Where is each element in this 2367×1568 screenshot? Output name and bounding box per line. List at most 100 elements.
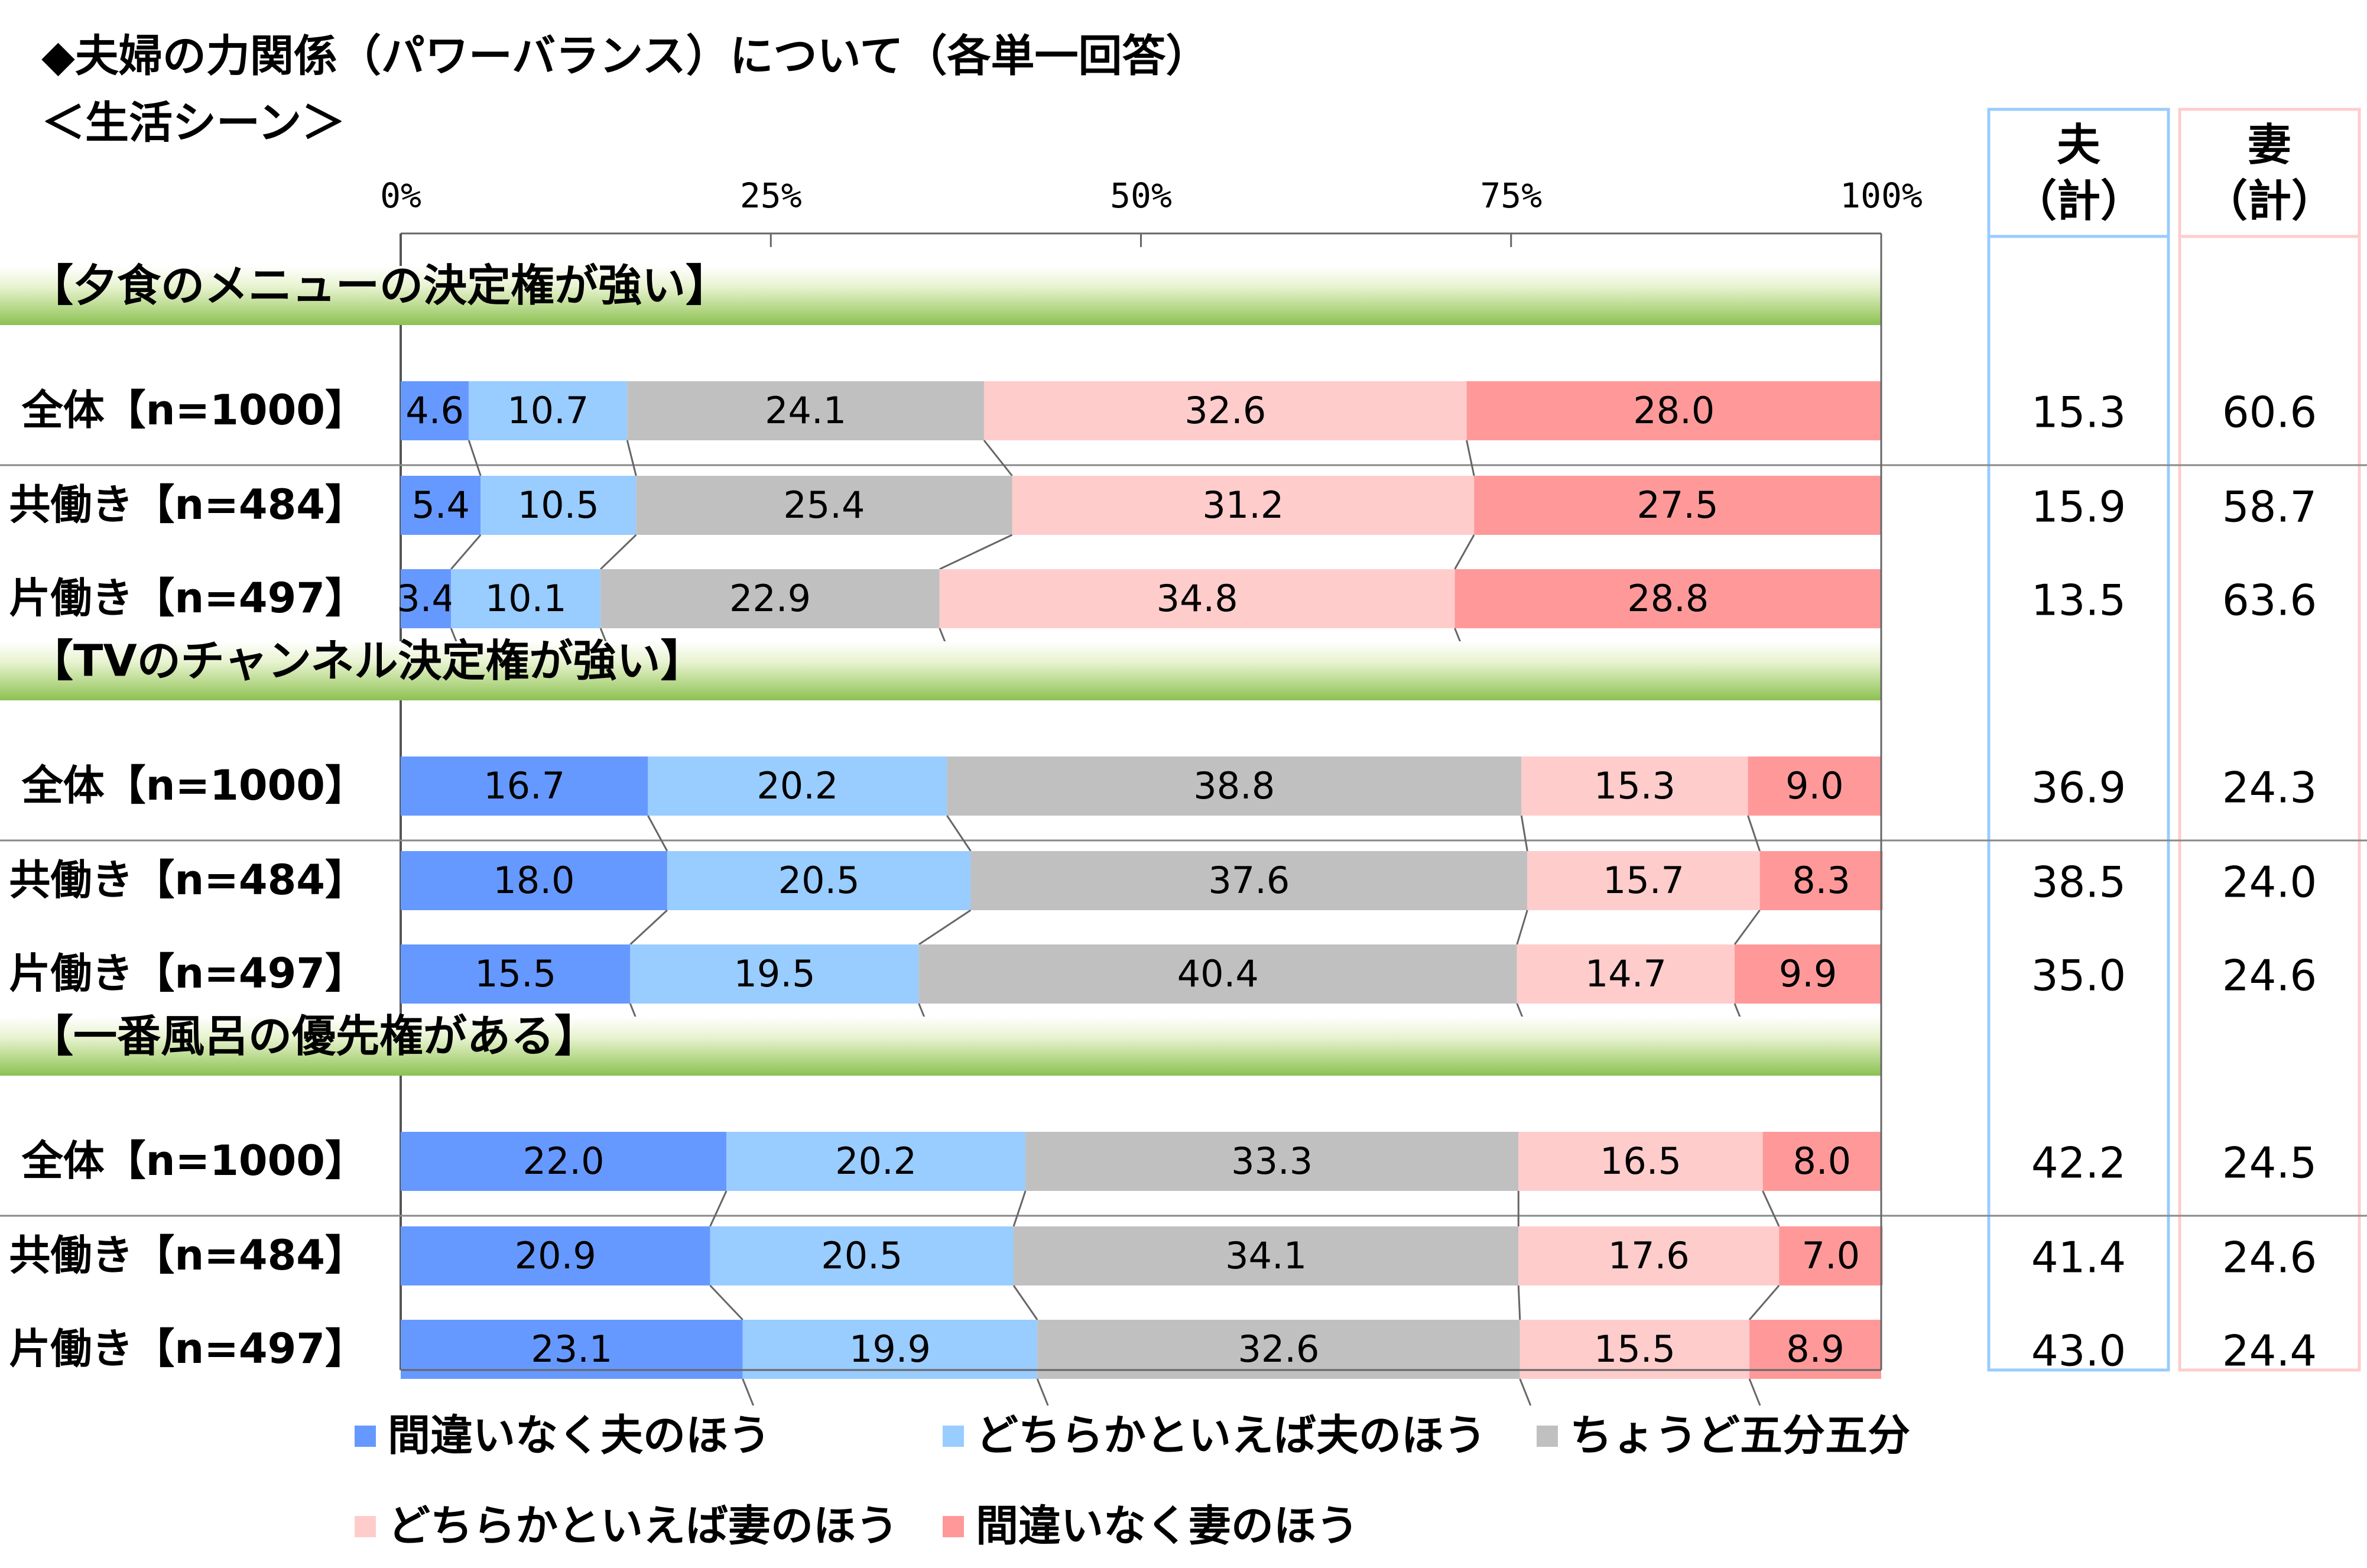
connector-line: [647, 815, 668, 852]
bar-segment: [710, 1226, 1014, 1285]
connector-line: [1012, 1190, 1027, 1227]
bar-segment: [1518, 1132, 1763, 1191]
data-label: 19.9: [849, 1327, 931, 1371]
legend-swatch: [355, 1426, 376, 1447]
data-label: 7.0: [1802, 1234, 1861, 1277]
data-label: 38.8: [1193, 764, 1275, 807]
husband-total-subheader: （計）: [2013, 176, 2144, 227]
bar-segment: [939, 569, 1455, 628]
wife-total-value: 24.0: [2222, 858, 2317, 907]
connector-line: [946, 815, 972, 852]
husband-total-header: 夫: [2057, 120, 2101, 171]
bar-segment: [947, 757, 1522, 816]
connector-line: [467, 440, 482, 476]
legend-swatch: [943, 1426, 964, 1447]
husband-total-value: 43.0: [2031, 1326, 2126, 1376]
data-label: 15.7: [1603, 859, 1684, 902]
bar-segment: [401, 757, 648, 816]
bar-segment: [401, 1226, 710, 1285]
connector-line: [742, 1378, 755, 1406]
wife-total-value: 63.6: [2222, 576, 2317, 625]
wife-total-value: 24.3: [2222, 763, 2317, 813]
connector-line: [939, 534, 1013, 570]
data-label: 9.0: [1785, 764, 1844, 807]
bar-segment: [1762, 1132, 1881, 1191]
husband-total-value: 38.5: [2031, 858, 2126, 907]
husband-total-value: 13.5: [2031, 576, 2126, 625]
bar-segment: [401, 851, 667, 910]
row-label: 片働き【n=497】: [9, 1324, 366, 1373]
bar-segment: [983, 381, 1467, 440]
data-label: 32.6: [1184, 389, 1266, 432]
data-label: 16.7: [483, 764, 565, 807]
husband-total-value: 42.2: [2031, 1138, 2126, 1188]
data-label: 15.3: [1594, 764, 1676, 807]
data-label: 14.7: [1585, 952, 1667, 995]
data-label: 15.5: [475, 952, 556, 995]
connector-line: [450, 534, 482, 570]
legend-label: どちらかといえば妻のほう: [388, 1501, 898, 1551]
bar-segment: [1759, 851, 1883, 910]
data-label: 10.1: [485, 577, 567, 620]
data-label: 16.5: [1600, 1140, 1681, 1183]
connector-line: [629, 909, 668, 946]
bar-segment: [630, 944, 919, 1004]
group-band: [0, 266, 1881, 325]
bar-segment: [469, 381, 628, 440]
wife-total-value: 24.6: [2222, 951, 2317, 1001]
data-label: 20.9: [515, 1234, 596, 1277]
data-label: 34.8: [1157, 577, 1238, 620]
row-label: 共働き【n=484】: [9, 1231, 366, 1280]
data-label: 10.7: [507, 389, 589, 432]
data-label: 28.0: [1633, 389, 1715, 432]
data-label: 31.2: [1202, 483, 1284, 527]
bar-segment: [648, 757, 947, 816]
bar-segment: [1735, 944, 1881, 1004]
husband-total-value: 41.4: [2031, 1233, 2126, 1283]
data-label: 20.2: [756, 764, 838, 807]
data-label: 3.4: [397, 577, 455, 620]
bar-segment: [667, 851, 971, 910]
connector-line: [709, 1190, 728, 1227]
legend-swatch: [1537, 1426, 1558, 1447]
group-title: 【夕食のメニューの決定権が強い】: [30, 261, 729, 311]
row-label: 片働き【n=497】: [9, 949, 366, 998]
wife-total-header-box: [2178, 108, 2361, 238]
bar-segment: [1519, 1320, 1750, 1379]
bar-segment: [401, 1132, 727, 1191]
bar-segment: [1779, 1226, 1883, 1285]
connector-line: [1517, 1285, 1521, 1320]
wife-total-value: 24.5: [2222, 1138, 2317, 1188]
bar-segment: [1474, 476, 1881, 535]
connector-line: [1748, 1378, 1761, 1406]
data-label: 8.9: [1786, 1327, 1845, 1371]
connector-line: [1520, 815, 1528, 852]
row-label: 全体【n=1000】: [21, 761, 366, 810]
husband-total-value: 15.3: [2031, 388, 2126, 437]
row-label: 全体【n=1000】: [21, 386, 366, 434]
connector-line: [983, 440, 1013, 476]
row-label: 全体【n=1000】: [21, 1137, 366, 1185]
wife-total-value: 24.4: [2222, 1326, 2317, 1376]
bar-segment: [401, 476, 481, 535]
connector-line: [1012, 1285, 1038, 1320]
connector-line: [1748, 1285, 1780, 1320]
connector-line: [626, 440, 637, 476]
legend-label: ちょうど五分五分: [1570, 1411, 1910, 1460]
bar-segment: [1025, 1132, 1519, 1191]
bar-segment: [1517, 944, 1735, 1004]
wife-total-subheader: （計）: [2204, 176, 2335, 227]
bar-segment: [726, 1132, 1026, 1191]
data-label: 15.5: [1594, 1327, 1676, 1371]
row-label: 共働き【n=484】: [9, 481, 366, 529]
x-tick-label: 75%: [1480, 176, 1542, 216]
data-label: 34.1: [1225, 1234, 1307, 1277]
connector-line: [1466, 440, 1475, 476]
bar-segment: [636, 476, 1012, 535]
row-label: 片働き【n=497】: [9, 574, 366, 622]
data-label: 20.5: [778, 859, 860, 902]
x-tick-label: 100%: [1840, 176, 1923, 216]
x-tick-label: 0%: [380, 176, 421, 216]
bar-segment: [918, 944, 1517, 1004]
bar-segment: [742, 1320, 1038, 1379]
